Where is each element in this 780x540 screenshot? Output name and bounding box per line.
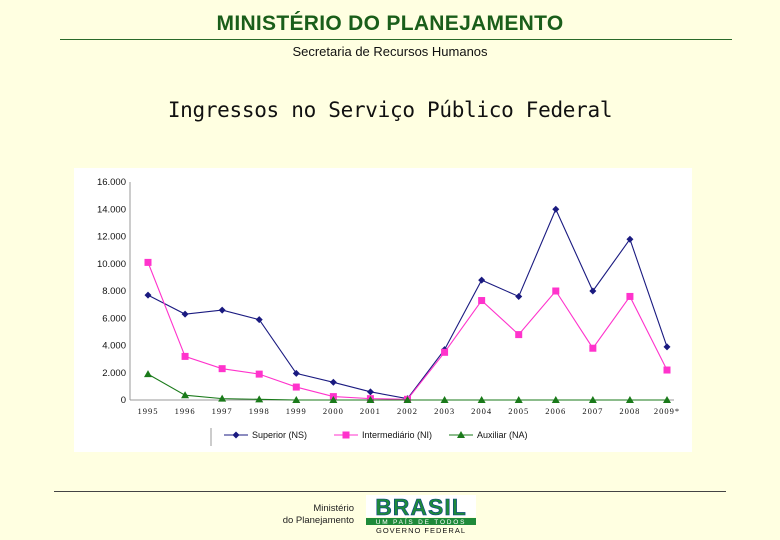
brasil-logo-band [366, 518, 476, 525]
x-tick-label: 1996 [175, 406, 196, 416]
legend-label: Auxiliar (NA) [477, 430, 528, 440]
data-point-0 [292, 369, 300, 377]
legend-marker-2 [457, 431, 465, 438]
data-point-2 [588, 396, 597, 403]
data-point-0 [144, 291, 152, 299]
data-point-0 [626, 235, 634, 243]
x-tick-label: 2007 [582, 406, 603, 416]
data-point-0 [218, 306, 226, 314]
brasil-logo-gov: GOVERNO FEDERAL [376, 526, 466, 535]
x-tick-label: 2000 [323, 406, 344, 416]
data-point-2 [514, 396, 523, 403]
x-tick-label: 2006 [545, 406, 566, 416]
data-point-2 [625, 396, 634, 403]
footer-divider [54, 491, 726, 492]
x-tick-label: 2008 [619, 406, 640, 416]
x-tick-label: 2009* [654, 406, 680, 416]
slide-title: Ingressos no Serviço Público Federal [167, 98, 613, 122]
x-tick-label: 2002 [397, 406, 418, 416]
data-point-1 [589, 344, 597, 352]
y-tick-label: 10.000 [97, 259, 126, 270]
data-point-1 [441, 348, 449, 356]
data-point-2 [366, 396, 375, 403]
data-point-2 [255, 395, 264, 403]
brasil-logo-word: BRASIL [375, 495, 467, 520]
data-point-2 [292, 396, 301, 403]
x-tick-label: 1995 [138, 406, 159, 416]
y-tick-label: 16.000 [97, 177, 126, 188]
data-point-0 [589, 287, 597, 295]
footer-ministry-line1: Ministério [313, 503, 354, 514]
legend-marker-1 [342, 431, 350, 439]
brasil-logo: BRASIL UM PAÍS DE TODOS GOVERNO FEDERAL [366, 495, 476, 535]
data-point-0 [515, 292, 523, 300]
footer-ministry-label: Ministério do Planejamento [270, 503, 354, 527]
y-tick-label: 2.000 [102, 368, 126, 379]
x-tick-label: 1998 [249, 406, 270, 416]
data-point-1 [181, 352, 189, 360]
data-point-0 [552, 205, 560, 213]
x-tick-label: 1999 [286, 406, 307, 416]
brasil-logo-tagline: UM PAÍS DE TODOS [376, 517, 467, 526]
data-point-0 [478, 276, 486, 284]
data-point-2 [329, 396, 338, 403]
data-point-1 [626, 292, 634, 300]
data-point-2 [181, 391, 190, 399]
data-point-1 [255, 370, 263, 378]
ministry-title: MINISTÉRIO DO PLANEJAMENTO [216, 12, 564, 35]
legend-label: Intermediário (NI) [362, 430, 432, 440]
chart-panel: 0 2.000 4.000 6.000 8.000 10.000 12.000 14.000 1… [74, 168, 692, 452]
data-point-1 [515, 331, 523, 339]
data-point-2 [663, 396, 671, 403]
data-point-1 [144, 258, 152, 266]
data-point-2 [477, 396, 486, 403]
header-divider [60, 39, 732, 40]
data-point-1 [663, 366, 671, 374]
x-tick-label: 2005 [508, 406, 529, 416]
x-tick-label: 2001 [360, 406, 381, 416]
data-point-0 [663, 343, 671, 351]
data-point-2 [218, 394, 227, 402]
data-point-1 [478, 297, 486, 305]
footer-ministry-line2: do Planejamento [282, 515, 354, 526]
data-point-2 [144, 370, 152, 378]
y-tick-label: 0 [121, 395, 126, 406]
x-tick-label: 2003 [434, 406, 455, 416]
data-point-1 [552, 287, 560, 295]
x-tick-label: 1997 [212, 406, 233, 416]
y-tick-label: 6.000 [102, 313, 126, 324]
data-point-0 [366, 388, 374, 396]
y-tick-label: 4.000 [102, 341, 126, 352]
series-line-0 [147, 207, 668, 400]
secretaria-subtitle: Secretaria de Recursos Humanos [292, 44, 488, 59]
y-tick-label: 14.000 [97, 204, 126, 215]
data-point-2 [440, 396, 449, 403]
data-point-2 [551, 396, 560, 403]
data-point-0 [181, 310, 189, 318]
data-point-0 [255, 316, 263, 324]
legend-marker-0 [232, 431, 240, 439]
y-tick-label: 12.000 [97, 232, 126, 243]
brasil-logo-letters-bg [366, 495, 476, 517]
line-chart: 0 2.000 4.000 6.000 8.000 10.000 12.000 14.000 1… [97, 177, 680, 446]
data-point-0 [329, 378, 337, 386]
data-point-1 [218, 365, 226, 373]
legend-label: Superior (NS) [252, 430, 307, 440]
data-point-2 [403, 396, 412, 403]
y-tick-label: 8.000 [102, 286, 126, 297]
x-tick-label: 2004 [471, 406, 492, 416]
data-point-1 [292, 383, 300, 391]
